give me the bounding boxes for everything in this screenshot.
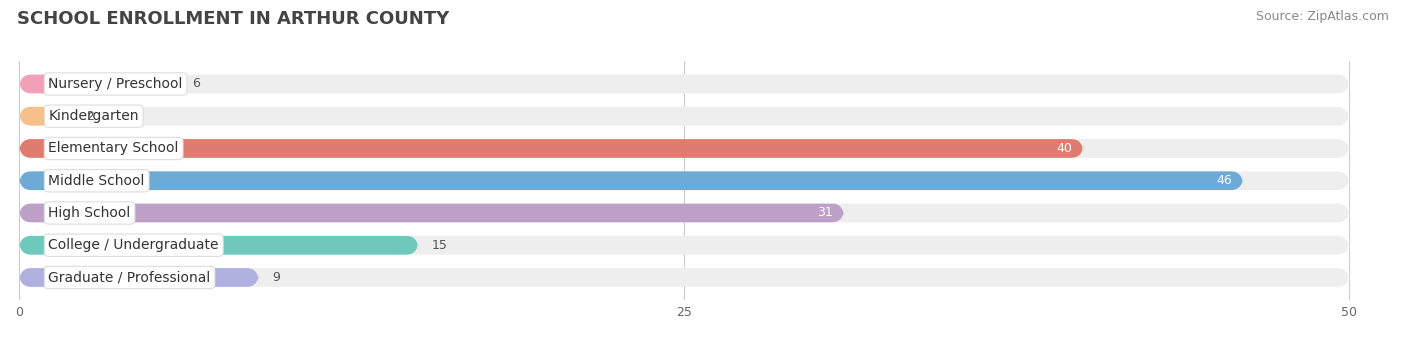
FancyBboxPatch shape xyxy=(20,236,418,255)
FancyBboxPatch shape xyxy=(20,107,1350,125)
Text: Graduate / Professional: Graduate / Professional xyxy=(48,270,211,284)
Circle shape xyxy=(31,270,42,285)
Text: Middle School: Middle School xyxy=(48,174,145,188)
Text: 31: 31 xyxy=(817,207,834,220)
Text: Elementary School: Elementary School xyxy=(48,142,179,155)
Text: SCHOOL ENROLLMENT IN ARTHUR COUNTY: SCHOOL ENROLLMENT IN ARTHUR COUNTY xyxy=(17,10,449,28)
FancyBboxPatch shape xyxy=(20,268,1350,287)
Text: Nursery / Preschool: Nursery / Preschool xyxy=(48,77,183,91)
Text: Source: ZipAtlas.com: Source: ZipAtlas.com xyxy=(1256,10,1389,23)
Text: 40: 40 xyxy=(1057,142,1073,155)
FancyBboxPatch shape xyxy=(20,236,1350,255)
FancyBboxPatch shape xyxy=(20,107,73,125)
Text: Kindergarten: Kindergarten xyxy=(48,109,139,123)
FancyBboxPatch shape xyxy=(20,75,179,93)
Text: 9: 9 xyxy=(271,271,280,284)
Text: 46: 46 xyxy=(1216,174,1232,187)
FancyBboxPatch shape xyxy=(20,268,259,287)
FancyBboxPatch shape xyxy=(20,204,1350,222)
FancyBboxPatch shape xyxy=(20,172,1350,190)
FancyBboxPatch shape xyxy=(20,139,1350,158)
FancyBboxPatch shape xyxy=(20,204,844,222)
Circle shape xyxy=(31,174,42,188)
Text: 2: 2 xyxy=(86,110,94,123)
Circle shape xyxy=(31,206,42,220)
FancyBboxPatch shape xyxy=(20,75,1350,93)
Circle shape xyxy=(31,109,42,123)
Circle shape xyxy=(31,238,42,252)
Text: College / Undergraduate: College / Undergraduate xyxy=(48,238,219,252)
FancyBboxPatch shape xyxy=(20,139,1083,158)
Circle shape xyxy=(31,142,42,155)
Text: High School: High School xyxy=(48,206,131,220)
Text: 15: 15 xyxy=(432,239,447,252)
FancyBboxPatch shape xyxy=(20,172,1243,190)
Text: 6: 6 xyxy=(193,77,200,90)
Circle shape xyxy=(31,77,42,91)
